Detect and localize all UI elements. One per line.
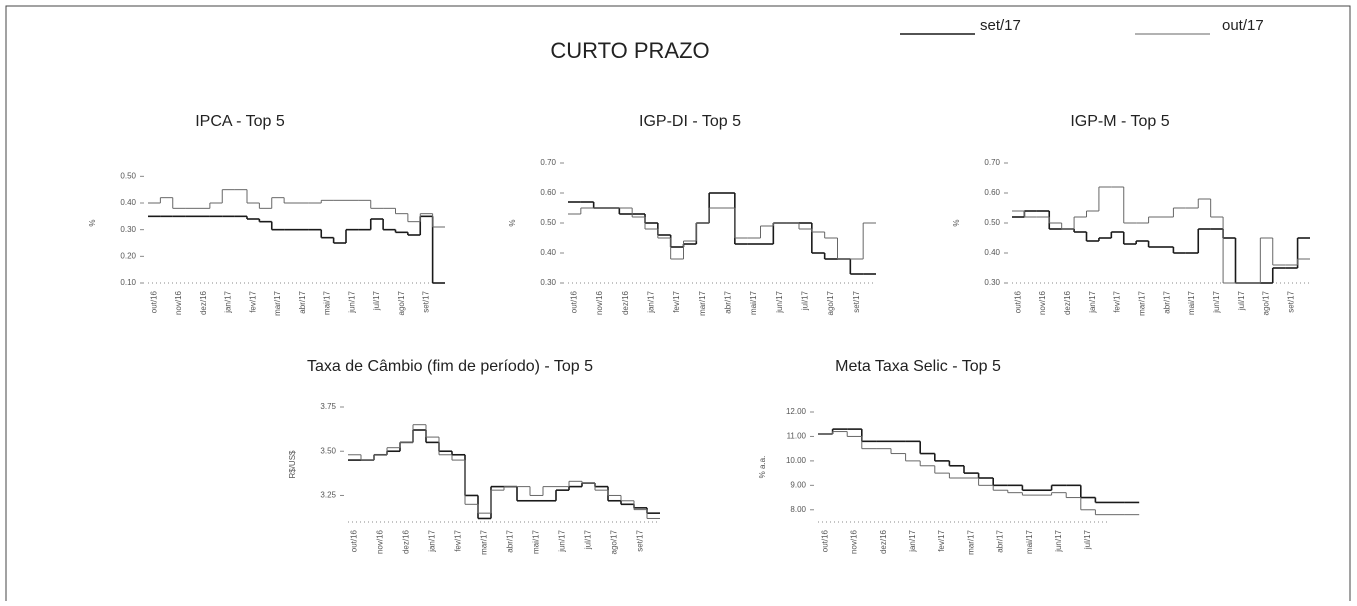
x-tick-label: out/16: [149, 290, 158, 313]
y-tick-label: 0.50: [540, 218, 556, 227]
x-tick-label: jan/17: [428, 529, 437, 552]
x-tick-label: nov/16: [174, 290, 183, 315]
y-tick-label: 3.50: [320, 446, 336, 455]
y-tick-label: 0.30: [540, 278, 556, 287]
x-tick-label: jan/17: [647, 290, 656, 313]
x-tick-label: mar/17: [1137, 290, 1146, 315]
x-tick-label: set/17: [852, 290, 861, 312]
x-tick-label: dez/16: [621, 290, 630, 315]
x-tick-label: out/16: [820, 529, 829, 552]
x-tick-label: abr/17: [996, 529, 1005, 552]
y-tick-label: 12.00: [786, 407, 807, 416]
x-tick-label: mar/17: [966, 529, 975, 554]
x-tick-label: nov/16: [850, 529, 859, 554]
y-tick-label: 10.00: [786, 456, 807, 465]
x-tick-label: out/16: [1013, 290, 1022, 313]
y-tick-label: 3.75: [320, 402, 336, 411]
y-tick-label: 0.30: [984, 278, 1000, 287]
x-tick-label: jul/17: [1237, 290, 1246, 311]
x-tick-label: jul/17: [584, 529, 593, 550]
legend-label: set/17: [980, 17, 1021, 34]
x-tick-label: jul/17: [372, 290, 381, 311]
x-tick-label: fev/17: [672, 290, 681, 312]
x-tick-label: nov/16: [376, 529, 385, 554]
chart-title: IPCA - Top 5: [195, 113, 285, 130]
legend-label: out/17: [1222, 17, 1264, 34]
y-tick-label: 0.70: [540, 158, 556, 167]
x-tick-label: abr/17: [724, 290, 733, 313]
y-tick-label: 0.20: [120, 251, 136, 260]
x-tick-label: abr/17: [298, 290, 307, 313]
x-tick-label: mar/17: [480, 529, 489, 554]
x-tick-label: dez/16: [402, 529, 411, 554]
x-tick-label: dez/16: [199, 290, 208, 315]
x-tick-label: set/17: [422, 290, 431, 312]
x-tick-label: out/16: [350, 529, 359, 552]
x-tick-label: mai/17: [323, 290, 332, 315]
chart-title: Meta Taxa Selic - Top 5: [835, 358, 1001, 375]
y-tick-label: 0.40: [984, 248, 1000, 257]
chart-title: IGP-M - Top 5: [1070, 113, 1169, 130]
x-tick-label: mai/17: [532, 529, 541, 554]
x-tick-label: jul/17: [1083, 529, 1092, 550]
x-tick-label: fev/17: [937, 529, 946, 551]
x-tick-label: out/16: [570, 290, 579, 313]
x-tick-label: jun/17: [1054, 529, 1063, 552]
x-tick-label: ago/17: [826, 290, 835, 315]
x-tick-label: abr/17: [1162, 290, 1171, 313]
y-axis-label: R$/US$: [288, 450, 297, 479]
page-title: CURTO PRAZO: [550, 38, 709, 63]
y-tick-label: 0.50: [984, 218, 1000, 227]
x-tick-label: mar/17: [273, 290, 282, 315]
x-tick-label: jan/17: [224, 290, 233, 313]
frame: [5, 5, 1351, 601]
x-tick-label: jan/17: [908, 529, 917, 552]
y-tick-label: 0.60: [984, 188, 1000, 197]
y-axis-label: %: [508, 219, 517, 226]
x-tick-label: ago/17: [397, 290, 406, 315]
x-tick-label: mai/17: [1025, 529, 1034, 554]
x-tick-label: mai/17: [749, 290, 758, 315]
y-tick-label: 0.50: [120, 171, 136, 180]
y-axis-label: %: [952, 219, 961, 226]
y-axis-label: % a.a.: [758, 456, 767, 479]
x-tick-label: mai/17: [1187, 290, 1196, 315]
x-tick-label: jun/17: [347, 290, 356, 313]
x-tick-label: ago/17: [1262, 290, 1271, 315]
y-tick-label: 11.00: [787, 432, 807, 441]
x-tick-label: set/17: [1286, 290, 1295, 312]
x-tick-label: fev/17: [454, 529, 463, 551]
y-tick-label: 3.25: [320, 491, 336, 500]
x-tick-label: fev/17: [248, 290, 257, 312]
x-tick-label: nov/16: [1038, 290, 1047, 315]
y-axis-label: %: [88, 219, 97, 226]
x-tick-label: set/17: [636, 529, 645, 551]
y-tick-label: 8.00: [790, 505, 806, 514]
x-tick-label: jan/17: [1088, 290, 1097, 313]
y-tick-label: 0.70: [984, 158, 1000, 167]
y-tick-label: 0.10: [120, 278, 136, 287]
x-tick-label: abr/17: [506, 529, 515, 552]
x-tick-label: jul/17: [801, 290, 810, 311]
chart-title: IGP-DI - Top 5: [639, 113, 741, 130]
x-tick-label: ago/17: [610, 529, 619, 554]
chart-title: Taxa de Câmbio (fim de período) - Top 5: [307, 358, 593, 375]
x-tick-label: nov/16: [595, 290, 604, 315]
y-tick-label: 9.00: [790, 480, 806, 489]
x-tick-label: jun/17: [775, 290, 784, 313]
y-tick-label: 0.60: [540, 188, 556, 197]
x-tick-label: jun/17: [558, 529, 567, 552]
y-tick-label: 0.40: [540, 248, 556, 257]
x-tick-label: dez/16: [879, 529, 888, 554]
x-tick-label: fev/17: [1113, 290, 1122, 312]
y-tick-label: 0.30: [120, 225, 136, 234]
x-tick-label: mar/17: [698, 290, 707, 315]
y-tick-label: 0.40: [120, 198, 136, 207]
x-tick-label: dez/16: [1063, 290, 1072, 315]
x-tick-label: jun/17: [1212, 290, 1221, 313]
